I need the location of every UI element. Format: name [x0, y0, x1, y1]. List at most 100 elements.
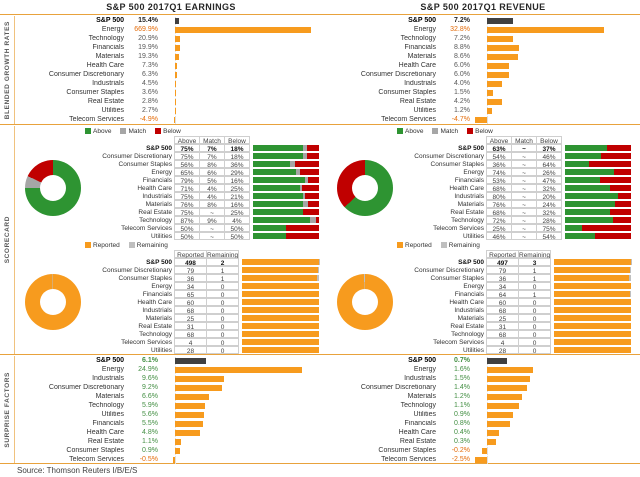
value-cell: 75% [174, 192, 200, 201]
value-cell: 79 [486, 266, 519, 275]
bar-track [475, 419, 631, 428]
reported-bar-track [242, 291, 319, 297]
category-value: 0.4% [454, 429, 470, 436]
reported-bar [242, 331, 319, 337]
beats-body: Above Match Below S&P 500 63% ~37% Consumer Di… [327, 136, 631, 241]
category-value: 4.0% [454, 80, 470, 87]
bar [174, 116, 176, 123]
bar [175, 375, 225, 382]
value-cell: 68 [174, 306, 207, 315]
value-cell: 25% [486, 224, 512, 233]
value-cell: ~ [199, 224, 225, 233]
stacked-bar-track [565, 145, 631, 151]
reported-bar [242, 315, 319, 321]
value-cell: 34 [486, 282, 519, 291]
remaining-bar [630, 267, 631, 273]
category-label: Utilities [463, 346, 484, 354]
column-header: Reported [174, 250, 207, 259]
reported-bar-track [554, 283, 631, 289]
bar [175, 357, 207, 364]
scorecard-row: S&P 500 75% 7% 18% [91, 144, 319, 153]
category-value: 2.7% [142, 107, 158, 114]
bar-track [475, 392, 631, 401]
bar-track [163, 392, 319, 401]
bar-track [163, 106, 319, 115]
category-value: 1.1% [142, 438, 158, 445]
category-value: 6.0% [454, 71, 470, 78]
bar-row: S&P 500 0.7% [327, 356, 631, 365]
bar-track [475, 61, 631, 70]
category-label: Consumer Discretionary [360, 71, 436, 78]
bar [487, 80, 502, 87]
category-label: Energy [101, 366, 124, 373]
category-label: Materials [457, 200, 484, 208]
bar [175, 384, 223, 391]
blended-growth-section: BLENDED GROWTH RATES S&P 500 15.4% Energy 6… [0, 15, 640, 124]
value-cell: 4 [486, 338, 519, 347]
category-label: Real Estate [87, 98, 124, 105]
category-label: S&P 500 [146, 144, 172, 152]
value-cell: ~ [511, 144, 537, 153]
category-label: Technology [400, 402, 436, 409]
column-header: Remaining [206, 250, 239, 259]
value-cell: 0 [518, 322, 551, 331]
beats-donut-chart [25, 160, 81, 216]
scorecard-row: Telecom Services 4 0 [403, 338, 631, 347]
scorecard-section-label: SCORECARD [3, 216, 11, 264]
category-label: Energy [463, 282, 484, 290]
bar-track [475, 52, 631, 61]
value-cell: ~ [511, 232, 537, 241]
reported-bar-track [554, 291, 631, 297]
stacked-bar-track [253, 153, 319, 159]
bar [475, 116, 488, 123]
value-cell: ~ [199, 208, 225, 217]
bar-row: Consumer Discretionary 6.0% [327, 70, 631, 79]
value-cell: 64% [536, 160, 562, 169]
bar-segment [253, 161, 290, 167]
value-cell: 79 [174, 266, 207, 275]
value-cell: 4% [224, 216, 250, 225]
bar-row: Consumer Staples 3.6% [15, 88, 319, 97]
bar-track [475, 365, 631, 374]
value-cell: 75% [536, 224, 562, 233]
legend-item: Below [467, 128, 493, 135]
revenue-surprise-chart: S&P 500 0.7% Energy 1.6% Industrials 1.5% Cons… [327, 356, 639, 464]
rail-spacer [0, 0, 15, 14]
value-cell: 0 [206, 306, 239, 315]
bar [175, 429, 200, 436]
legend-swatch [397, 242, 403, 248]
bar-track [475, 374, 631, 383]
value-cell: 25 [486, 314, 519, 323]
legend-label: Above [93, 127, 112, 135]
value-cell: ~ [511, 168, 537, 177]
value-cell: 68 [174, 330, 207, 339]
bar-row: Energy 24.9% [15, 365, 319, 374]
reported-bar-track [554, 307, 631, 313]
scorecard-row: Financials 79% 5% 16% [91, 176, 319, 185]
category-label: Health Care [86, 62, 124, 69]
bar-row: Real Estate 2.8% [15, 97, 319, 106]
value-cell: 50% [174, 232, 200, 241]
bar-row: Consumer Staples 0.9% [15, 446, 319, 455]
category-label: Consumer Discretionary [414, 266, 484, 274]
value-cell: 1 [518, 290, 551, 299]
bar-row: Utilities 2.7% [15, 106, 319, 115]
scorecard-row: Consumer Staples 36% ~64% [403, 160, 631, 169]
category-value: 669.9% [134, 26, 158, 33]
stacked-bar-track [565, 185, 631, 191]
category-label: Health Care [137, 184, 172, 192]
value-cell: 21% [224, 192, 250, 201]
legend-label: Match [440, 127, 459, 135]
reported-bar [554, 331, 631, 337]
category-label: Real Estate [450, 322, 484, 330]
value-cell: 76% [174, 200, 200, 209]
bar-segment [253, 169, 296, 175]
category-label: Energy [151, 282, 172, 290]
category-label: Real Estate [399, 98, 436, 105]
bar-row: Financials 5.5% [15, 419, 319, 428]
category-label: Health Care [398, 429, 436, 436]
legend: Above Match Below [397, 126, 631, 136]
remaining-bar [629, 291, 631, 297]
value-cell: 28 [486, 346, 519, 355]
category-label: Materials [145, 314, 172, 322]
